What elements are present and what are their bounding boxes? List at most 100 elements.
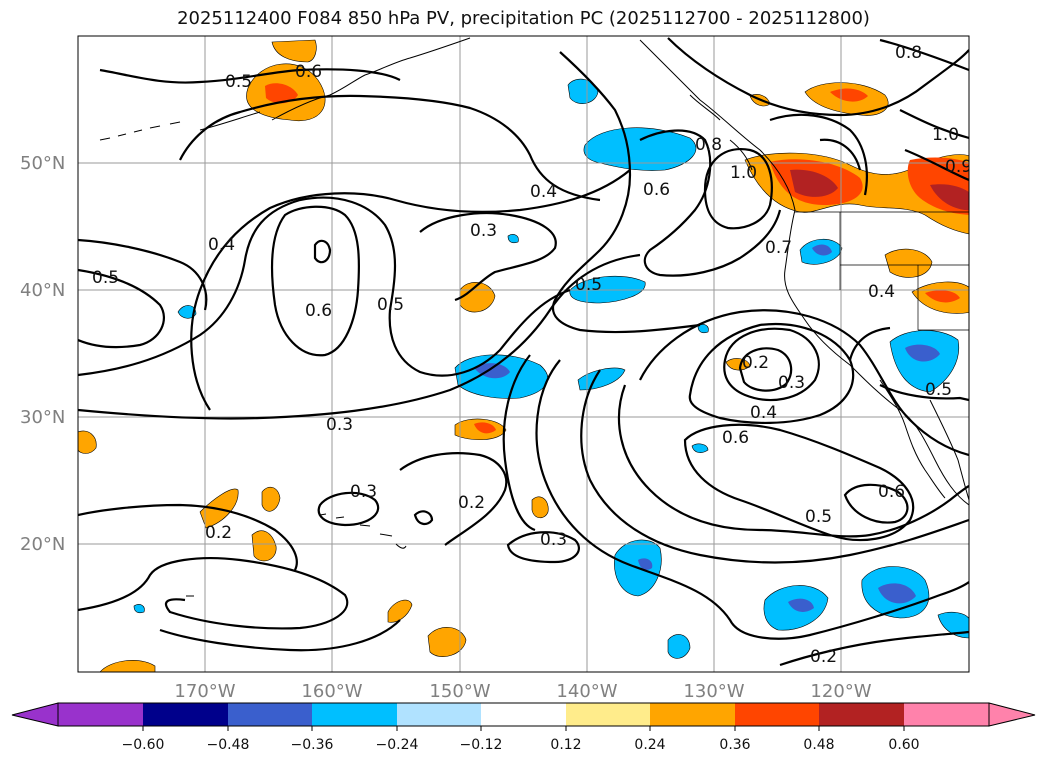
pv-contour	[688, 323, 855, 425]
contour-label: 0.3	[778, 373, 805, 393]
precip-blob	[925, 290, 960, 303]
contour-label: 0.8	[695, 135, 722, 155]
pv-contour	[99, 68, 401, 84]
colorbar-segment	[228, 703, 312, 726]
precip-blob	[531, 496, 549, 519]
pv-contour	[399, 452, 508, 546]
pv-contour	[78, 503, 298, 571]
colorbar-segment	[143, 703, 228, 726]
colorbar-extend-high	[988, 702, 1036, 727]
pv-contour	[703, 147, 773, 230]
alaska-panhandle	[639, 39, 796, 211]
contour-label: 0.6	[295, 62, 322, 82]
colorbar-segment	[58, 703, 143, 726]
precip-blob	[507, 234, 519, 244]
contour-labels: 0.6 0.5 0.8 1.0 0.8 0.6 1.0 0.4 0.3 0.4 …	[92, 43, 969, 667]
colorbar-segment	[904, 703, 989, 726]
pv-contour	[78, 238, 208, 311]
contour-label: 0.2	[458, 493, 485, 513]
contour-label: 0.2	[810, 647, 837, 667]
lat-label: 40°N	[20, 280, 65, 301]
pv-contour	[535, 359, 969, 640]
precip-blob	[812, 244, 832, 256]
lon-label: 170°W	[174, 681, 235, 702]
pv-contour	[639, 129, 782, 277]
precip-blob	[78, 430, 97, 454]
colorbar-tick-label: −0.12	[460, 737, 503, 753]
precip-blob	[133, 604, 145, 614]
contour-label: 0.4	[868, 282, 895, 302]
pv-contour	[843, 483, 909, 524]
contour-label: 1.0	[932, 125, 959, 145]
precip-blob	[884, 248, 933, 278]
precip-blob	[583, 127, 697, 171]
colorbar-tick-label: −0.60	[122, 737, 165, 753]
hawaii-islands	[319, 513, 407, 549]
colorbar-segment	[735, 703, 819, 726]
pv-contour	[419, 212, 557, 302]
colorbar: −0.60 −0.48 −0.36 −0.24 −0.12 0.12 0.24 …	[11, 702, 1036, 753]
precip-blob	[878, 583, 916, 604]
pv-contour	[502, 354, 536, 532]
contour-label: 0.7	[765, 238, 792, 258]
bc-islands	[689, 94, 753, 171]
colorbar-tick-label: −0.36	[291, 737, 334, 753]
precip-blob	[830, 88, 868, 102]
precip-blob	[725, 358, 751, 371]
lon-label: 150°W	[429, 681, 490, 702]
plot-area	[78, 36, 969, 672]
pv-contour	[506, 531, 580, 564]
pv-contour	[723, 327, 820, 402]
colorbar-tick-label: −0.48	[207, 737, 250, 753]
colorbar-tick-label: 0.48	[803, 737, 834, 753]
colorbar-tick-label: 0.12	[550, 737, 581, 753]
pv-contour	[769, 113, 868, 196]
lon-label: 120°W	[810, 681, 871, 702]
pv-contour	[78, 268, 166, 349]
precip-blob	[691, 443, 709, 453]
precip-blob	[788, 598, 814, 612]
pv-contour	[617, 384, 969, 538]
precip-blob	[271, 39, 317, 63]
contour-label: 0.4	[208, 235, 235, 255]
precip-positive-shading	[78, 39, 969, 672]
lon-label: 130°W	[683, 681, 744, 702]
precip-blob	[697, 324, 709, 334]
pv-contour	[848, 326, 891, 361]
pv-contour	[270, 205, 361, 357]
precip-blob	[265, 83, 298, 104]
precip-blob	[387, 599, 413, 623]
contour-label: 0.3	[350, 482, 377, 502]
precip-blob	[930, 184, 969, 211]
map-title: 2025112400 F084 850 hPa PV, precipitatio…	[177, 8, 870, 29]
colorbar-tick-label: 0.60	[888, 737, 919, 753]
pv-contour	[78, 253, 641, 420]
colorbar-frame	[57, 702, 990, 727]
colorbar-tick-label: 0.24	[634, 737, 665, 753]
lat-label: 50°N	[20, 153, 65, 174]
contour-label: 0.2	[205, 523, 232, 543]
colorbar-segment	[566, 703, 650, 726]
pv-contour	[78, 557, 349, 630]
precip-blob	[790, 169, 838, 197]
colorbar-tick-label: 0.36	[719, 737, 750, 753]
pv-contour	[667, 37, 969, 117]
contour-label: 0.5	[225, 72, 252, 92]
contour-label: 0.6	[305, 301, 332, 321]
mexico-coast	[929, 399, 969, 501]
graticule	[78, 36, 969, 672]
state-borders	[795, 211, 969, 331]
contour-label: 0.2	[742, 353, 769, 373]
pv-contour	[899, 109, 969, 140]
lon-axis: 170°W 160°W 150°W 140°W 130°W 120°W	[174, 681, 871, 702]
aleutian-islands	[99, 121, 181, 141]
pv-contour	[78, 196, 571, 377]
pv-contour	[317, 491, 380, 527]
us-west-coast	[784, 209, 969, 506]
pv-contour	[738, 347, 793, 392]
pv-contour	[580, 369, 969, 564]
lon-label: 160°W	[301, 681, 362, 702]
pv-contour	[819, 138, 862, 171]
colorbar-segment	[481, 703, 566, 726]
